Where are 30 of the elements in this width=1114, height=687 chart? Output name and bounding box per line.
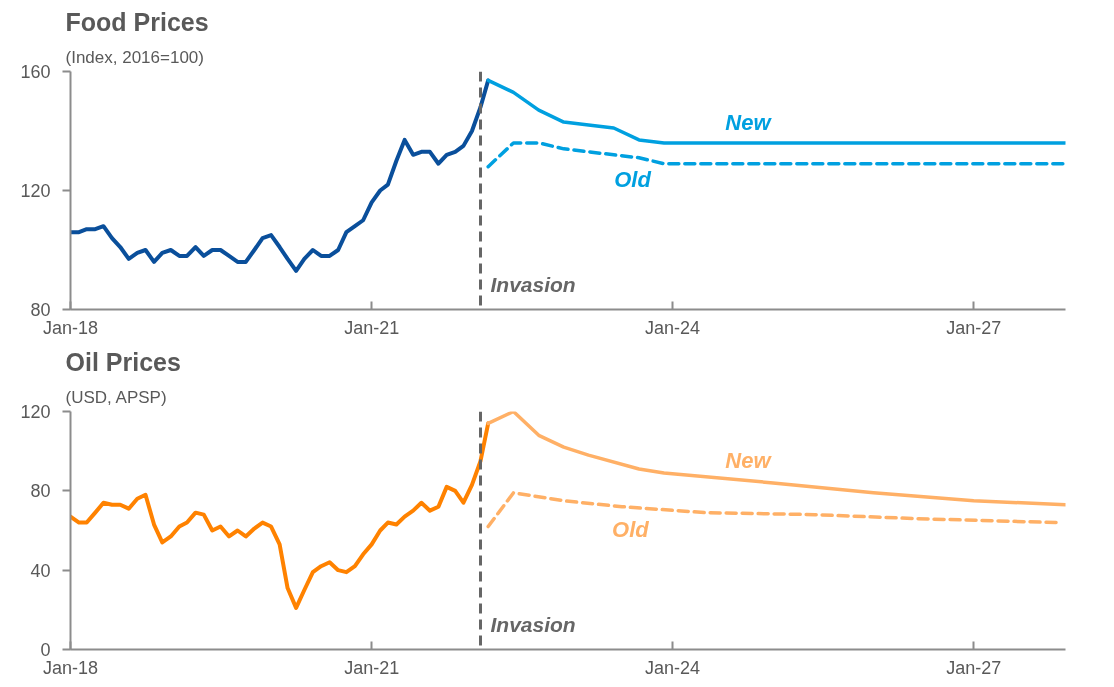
x-tick-label: Jan-18 — [42, 657, 99, 678]
y-tick-label: 120 — [20, 181, 51, 201]
y-tick-label: 0 — [40, 640, 51, 660]
line-series — [486, 141, 1066, 169]
chart-subtitle: (Index, 2016=100) — [65, 47, 204, 67]
x-tick-label: Jan-21 — [344, 317, 400, 338]
y-tick-label: 160 — [20, 62, 51, 82]
ref-line-label: Invasion — [490, 612, 576, 636]
line-series — [486, 78, 1066, 145]
chart-title: Food Prices — [65, 7, 209, 36]
y-tick-label: 80 — [30, 481, 51, 502]
y-tick-label: 120 — [20, 402, 51, 422]
line-series — [486, 411, 1066, 507]
chart-subtitle: (USD, APSP) — [65, 387, 167, 407]
series-label: New — [725, 447, 773, 473]
x-tick-label: Jan-21 — [344, 657, 400, 678]
x-tick-label: Jan-27 — [946, 317, 1002, 338]
x-tick-label: Jan-24 — [645, 317, 701, 338]
line-series — [70, 78, 491, 273]
x-tick-label: Jan-24 — [645, 657, 701, 678]
y-tick-label: 80 — [30, 300, 51, 320]
line-series — [70, 421, 491, 610]
x-tick-label: Jan-18 — [42, 317, 99, 338]
x-tick-label: Jan-27 — [946, 657, 1002, 678]
ref-line-label: Invasion — [490, 272, 576, 296]
series-label: Old — [614, 167, 652, 193]
series-label: Old — [612, 517, 650, 543]
y-tick-label: 40 — [30, 560, 51, 581]
series-label: New — [725, 109, 773, 135]
chart-title: Oil Prices — [65, 347, 181, 376]
